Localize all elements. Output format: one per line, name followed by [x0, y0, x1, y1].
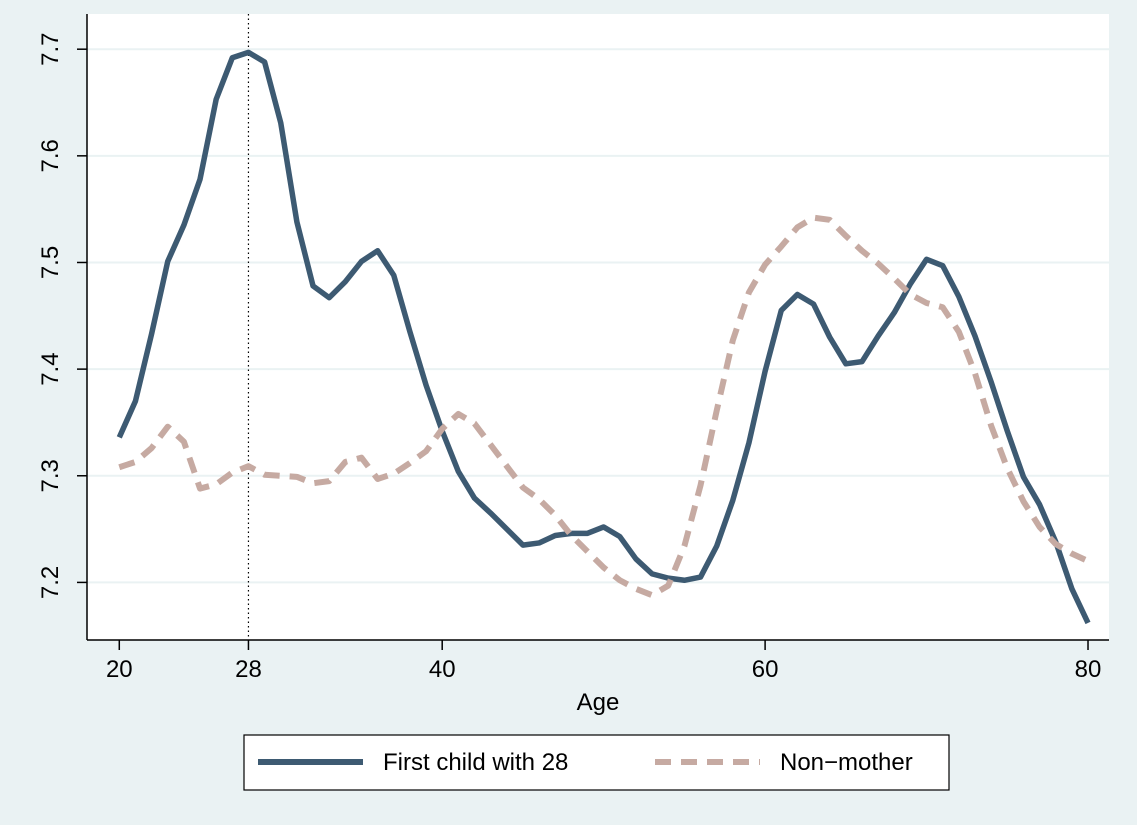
x-tick-label: 80: [1075, 656, 1102, 683]
legend-label: Non−mother: [780, 749, 913, 776]
y-tick-label: 7.2: [37, 566, 64, 599]
legend-label: First child with 28: [383, 749, 568, 776]
x-tick-label: 20: [106, 656, 133, 683]
series-line: [116, 49, 1091, 625]
y-tick-label: 7.4: [37, 352, 64, 385]
y-tick-label: 7.3: [37, 459, 64, 492]
series-line: [118, 214, 1090, 599]
x-tick-label: 60: [752, 656, 779, 683]
y-tick-label: 7.6: [37, 139, 64, 172]
x-tick-label: 28: [235, 656, 262, 683]
plot-area: [87, 14, 1109, 640]
y-tick-label: 7.7: [37, 33, 64, 66]
x-tick-label: 40: [429, 656, 456, 683]
y-tick-label: 7.5: [37, 246, 64, 279]
plot: [116, 14, 1091, 640]
x-axis-label: Age: [577, 689, 620, 716]
